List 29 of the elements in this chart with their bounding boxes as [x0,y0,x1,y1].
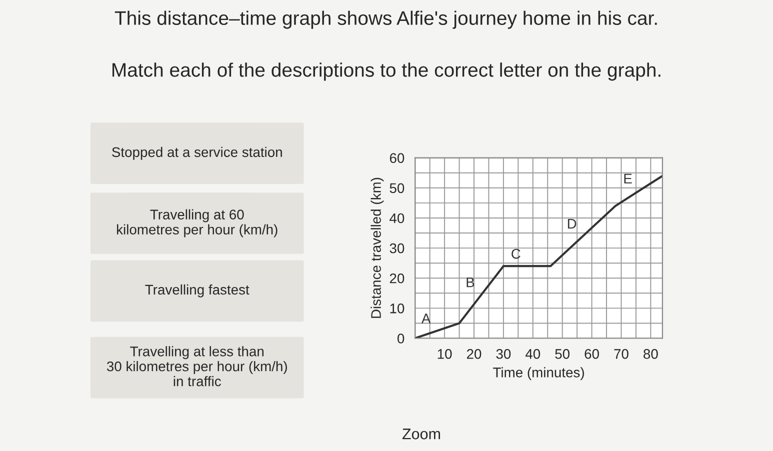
x-tick-label: 20 [466,349,482,359]
y-tick-label: 20 [390,273,404,284]
text: Zoom [402,428,440,440]
x-tick-label: 50 [555,349,570,359]
y-tick-label: 0 [398,334,404,344]
x-tick-label: 40 [525,349,540,359]
y-axis-title: Distance travelled (km) [370,178,384,318]
x-tick-label: 80 [644,349,658,359]
x-tick-label: 70 [614,349,628,359]
annotation: B [466,278,474,288]
x-tick-label: 30 [496,349,511,359]
chart-subtitle: Match each of the descriptions to the correct letter on the graph. [112,62,660,81]
annotation: A [421,314,431,324]
y-tick-label: 60 [390,153,404,164]
annotation: C [512,248,520,259]
y-tick-label: 40 [390,213,404,224]
x-tick-label: 60 [584,349,599,359]
annotation: E [624,174,632,184]
chart-title: This distance–time graph shows Alfie's journey home in his car. [114,10,657,29]
y-tick-label: 50 [390,183,404,194]
y-tick-label: 30 [390,243,404,254]
text: Travelling fastest [145,284,250,298]
text: Travelling at 60 kilometres per hour (km/h) [117,209,278,238]
x-axis-title: Time (minutes) [493,367,584,380]
text: Stopped at a service station [112,146,282,160]
y-tick-label: 10 [390,304,404,314]
annotation: D [568,218,576,229]
x-tick-label: 10 [438,349,452,359]
text: Travelling at less than 30 kilometres per hour (km/h) in traffic [106,346,287,386]
